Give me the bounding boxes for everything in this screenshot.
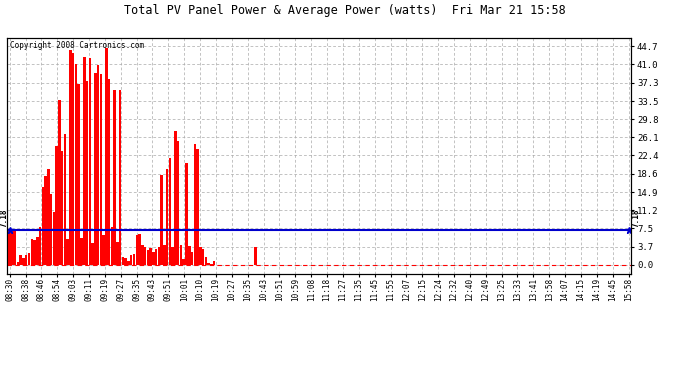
Bar	[197, 149, 199, 265]
Bar	[47, 169, 50, 265]
Bar	[39, 227, 41, 265]
Bar	[86, 81, 88, 265]
Bar	[124, 258, 127, 265]
Bar	[30, 239, 33, 265]
Bar	[190, 252, 193, 265]
Bar	[55, 146, 58, 265]
Bar	[130, 255, 132, 265]
Bar	[163, 246, 166, 265]
Bar	[208, 262, 210, 265]
Bar	[160, 175, 163, 265]
Bar	[157, 247, 160, 265]
Bar	[25, 255, 28, 265]
Bar	[33, 240, 36, 265]
Bar	[22, 258, 25, 265]
Bar	[166, 169, 168, 265]
Bar	[182, 259, 185, 265]
Bar	[99, 74, 102, 265]
Text: 7.18: 7.18	[631, 209, 640, 227]
Bar	[193, 144, 196, 265]
Bar	[171, 247, 174, 265]
Text: Total PV Panel Power & Average Power (watts)  Fri Mar 21 15:58: Total PV Panel Power & Average Power (wa…	[124, 4, 566, 17]
Bar	[135, 235, 138, 265]
Bar	[105, 48, 108, 265]
Bar	[149, 248, 152, 265]
Bar	[50, 194, 52, 265]
Bar	[210, 264, 213, 265]
Bar	[52, 212, 55, 265]
Bar	[188, 246, 190, 265]
Bar	[138, 234, 141, 265]
Bar	[202, 249, 204, 265]
Bar	[116, 242, 119, 265]
Bar	[14, 230, 17, 265]
Bar	[75, 64, 77, 265]
Bar	[80, 238, 83, 265]
Bar	[19, 255, 22, 265]
Bar	[146, 250, 149, 265]
Text: 7.18: 7.18	[0, 209, 8, 227]
Bar	[44, 176, 47, 265]
Bar	[88, 57, 91, 265]
Bar	[28, 253, 30, 265]
Bar	[94, 73, 97, 265]
Text: Copyright 2008 Cartronics.com: Copyright 2008 Cartronics.com	[10, 41, 144, 50]
Bar	[69, 50, 72, 265]
Bar	[110, 227, 113, 265]
Bar	[199, 248, 201, 265]
Bar	[63, 134, 66, 265]
Bar	[17, 262, 19, 265]
Bar	[127, 261, 130, 265]
Bar	[177, 141, 179, 265]
Bar	[102, 235, 105, 265]
Bar	[144, 247, 146, 265]
Bar	[132, 254, 135, 265]
Bar	[113, 90, 116, 265]
Bar	[205, 257, 207, 265]
Bar	[91, 243, 94, 265]
Bar	[119, 90, 121, 265]
Bar	[174, 131, 177, 265]
Bar	[152, 252, 155, 265]
Bar	[72, 53, 75, 265]
Bar	[155, 249, 157, 265]
Bar	[77, 84, 80, 265]
Bar	[8, 230, 11, 265]
Bar	[179, 244, 182, 265]
Bar	[121, 257, 124, 265]
Bar	[255, 247, 257, 265]
Bar	[141, 244, 144, 265]
Bar	[66, 239, 69, 265]
Bar	[41, 187, 44, 265]
Bar	[58, 100, 61, 265]
Bar	[213, 261, 215, 265]
Bar	[83, 57, 86, 265]
Bar	[11, 230, 14, 265]
Bar	[185, 163, 188, 265]
Bar	[108, 79, 110, 265]
Bar	[168, 158, 171, 265]
Bar	[36, 237, 39, 265]
Bar	[61, 152, 63, 265]
Bar	[97, 65, 99, 265]
